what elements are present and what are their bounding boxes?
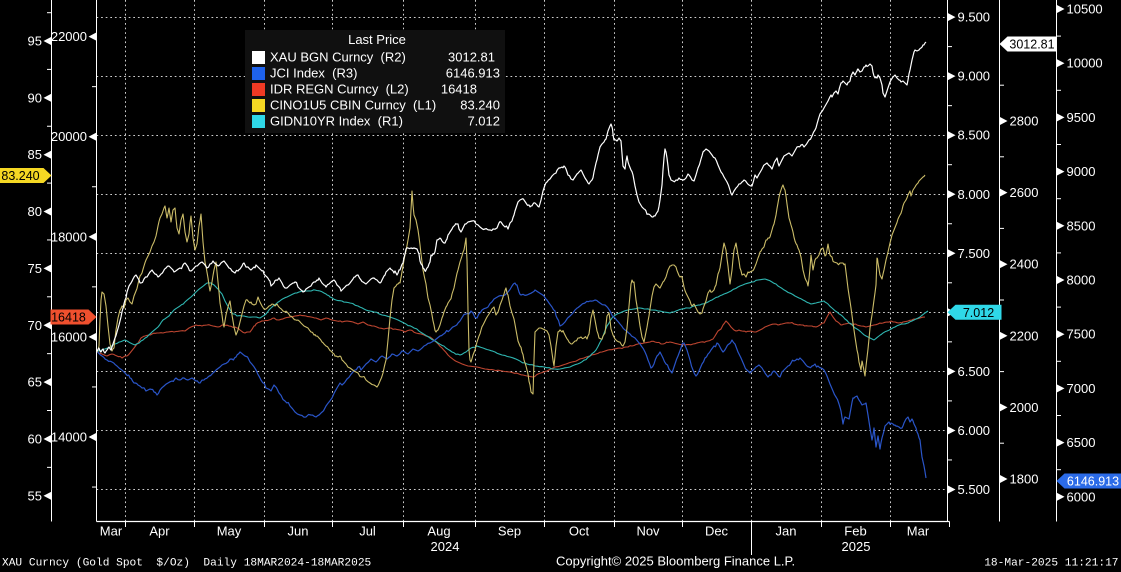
svg-text:75: 75 — [28, 261, 42, 276]
svg-text:XAU Curncy (Gold Spot $/Oz): XAU Curncy (Gold Spot $/Oz) Daily 18MAR2… — [2, 558, 371, 570]
svg-text:Feb: Feb — [844, 524, 866, 539]
svg-text:2400: 2400 — [1010, 257, 1039, 272]
svg-text:Last Price: Last Price — [348, 32, 406, 47]
svg-text:Sep: Sep — [498, 524, 521, 539]
svg-text:6.500: 6.500 — [958, 364, 991, 379]
svg-text:8.000: 8.000 — [958, 187, 991, 202]
svg-text:CINO1U5 CBIN Curncy (L1): CINO1U5 CBIN Curncy (L1) — [270, 98, 436, 113]
svg-text:55: 55 — [28, 488, 42, 503]
svg-text:7500: 7500 — [1067, 327, 1096, 342]
svg-text:16418: 16418 — [51, 311, 86, 325]
svg-text:2025: 2025 — [842, 539, 871, 554]
svg-text:GIDN10YR Index (R1): GIDN10YR Index (R1) — [270, 114, 403, 129]
svg-text:2800: 2800 — [1010, 114, 1039, 129]
svg-text:8.500: 8.500 — [958, 128, 991, 143]
svg-text:83.240: 83.240 — [1, 169, 39, 183]
svg-text:2600: 2600 — [1010, 185, 1039, 200]
svg-text:Oct: Oct — [569, 524, 590, 539]
svg-text:3012.81: 3012.81 — [1009, 38, 1054, 52]
svg-text:XAU BGN Curncy (R2): XAU BGN Curncy (R2) — [270, 50, 406, 65]
svg-text:2000: 2000 — [1010, 400, 1039, 415]
svg-text:7.500: 7.500 — [958, 246, 991, 261]
svg-text:8000: 8000 — [1067, 273, 1096, 288]
svg-text:IDR REGN Curncy (L2): IDR REGN Curncy (L2) — [270, 82, 409, 97]
svg-text:18000: 18000 — [51, 229, 87, 244]
svg-text:10000: 10000 — [1067, 56, 1103, 71]
svg-text:18-Mar-2025 11:21:17: 18-Mar-2025 11:21:17 — [984, 558, 1118, 570]
svg-text:Apr: Apr — [149, 524, 170, 539]
svg-text:22000: 22000 — [51, 29, 87, 44]
svg-text:9.000: 9.000 — [958, 69, 991, 84]
svg-text:6500: 6500 — [1067, 435, 1096, 450]
svg-text:80: 80 — [28, 204, 42, 219]
svg-text:7.012: 7.012 — [467, 114, 500, 129]
svg-text:6146.913: 6146.913 — [446, 66, 500, 81]
svg-text:14000: 14000 — [51, 430, 87, 445]
svg-text:85: 85 — [28, 147, 42, 162]
svg-text:JCI Index (R3): JCI Index (R3) — [270, 66, 357, 81]
svg-text:16418: 16418 — [441, 82, 477, 97]
svg-text:7.012: 7.012 — [963, 306, 994, 320]
svg-text:Jul: Jul — [359, 524, 376, 539]
svg-text:6146.913: 6146.913 — [1067, 475, 1119, 489]
svg-text:70: 70 — [28, 318, 42, 333]
svg-text:Copyright© 2025 Bloomberg Fina: Copyright© 2025 Bloomberg Finance L.P. — [556, 554, 795, 569]
svg-text:95: 95 — [28, 34, 42, 49]
svg-text:5.500: 5.500 — [958, 482, 991, 497]
svg-text:3012.81: 3012.81 — [448, 50, 495, 65]
svg-text:May: May — [217, 524, 242, 539]
svg-text:9000: 9000 — [1067, 164, 1096, 179]
svg-text:1800: 1800 — [1010, 472, 1039, 487]
svg-text:7000: 7000 — [1067, 381, 1096, 396]
svg-text:9.500: 9.500 — [958, 10, 991, 25]
svg-text:2200: 2200 — [1010, 328, 1039, 343]
svg-text:65: 65 — [28, 375, 42, 390]
svg-text:16000: 16000 — [51, 329, 87, 344]
svg-text:6000: 6000 — [1067, 489, 1096, 504]
svg-text:90: 90 — [28, 90, 42, 105]
svg-text:Dec: Dec — [705, 524, 729, 539]
svg-text:Mar: Mar — [907, 524, 930, 539]
svg-text:9500: 9500 — [1067, 110, 1096, 125]
svg-text:8500: 8500 — [1067, 218, 1096, 233]
svg-text:6.000: 6.000 — [958, 423, 991, 438]
svg-text:Nov: Nov — [636, 524, 660, 539]
svg-text:Aug: Aug — [427, 524, 450, 539]
svg-text:2024: 2024 — [431, 539, 460, 554]
svg-text:20000: 20000 — [51, 129, 87, 144]
svg-text:Jan: Jan — [776, 524, 797, 539]
svg-text:60: 60 — [28, 431, 42, 446]
svg-text:83.240: 83.240 — [460, 98, 500, 113]
svg-text:10500: 10500 — [1067, 2, 1103, 17]
svg-text:Jun: Jun — [288, 524, 309, 539]
svg-text:Mar: Mar — [100, 524, 123, 539]
